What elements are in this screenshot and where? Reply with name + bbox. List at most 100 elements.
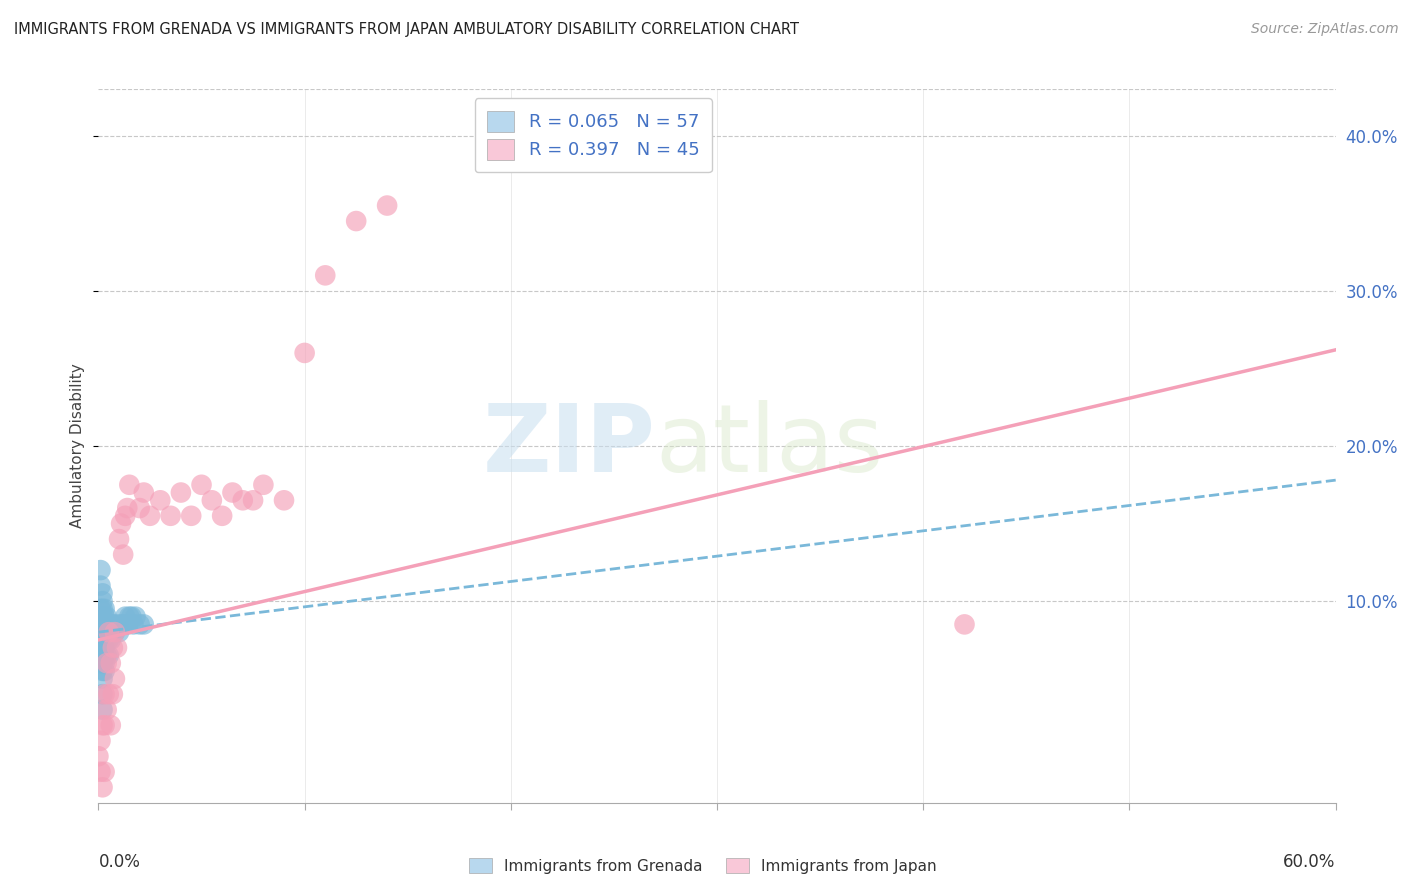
Point: [93, 648, 115, 663]
Point: [97, 625, 120, 640]
Text: 60.0%: 60.0%: [1284, 853, 1336, 871]
Point: [96, 632, 118, 647]
Point: [159, 508, 181, 523]
Point: [97, 632, 120, 647]
Point: [89, 563, 111, 577]
Point: [114, 508, 136, 523]
Point: [91, 586, 114, 600]
Point: [96, 625, 118, 640]
Point: [105, 617, 128, 632]
Point: [104, 672, 127, 686]
Point: [201, 493, 224, 508]
Point: [89, 764, 111, 779]
Point: [375, 198, 398, 212]
Point: [91, 703, 114, 717]
Point: [89, 648, 111, 663]
Point: [149, 493, 172, 508]
Point: [89, 602, 111, 616]
Point: [101, 687, 124, 701]
Point: [242, 493, 264, 508]
Point: [89, 609, 111, 624]
Text: ZIP: ZIP: [482, 400, 655, 492]
Point: [114, 609, 136, 624]
Point: [96, 656, 118, 670]
Point: [117, 617, 139, 632]
Point: [93, 609, 115, 624]
Point: [97, 687, 120, 701]
Point: [108, 532, 131, 546]
Text: IMMIGRANTS FROM GRENADA VS IMMIGRANTS FROM JAPAN AMBULATORY DISABILITY CORRELATI: IMMIGRANTS FROM GRENADA VS IMMIGRANTS FR…: [14, 22, 799, 37]
Point: [91, 656, 114, 670]
Point: [110, 617, 132, 632]
Point: [87, 656, 110, 670]
Point: [93, 687, 115, 701]
Point: [93, 718, 115, 732]
Point: [104, 625, 127, 640]
Point: [91, 648, 114, 663]
Point: [104, 625, 127, 640]
Text: atlas: atlas: [655, 400, 883, 492]
Point: [101, 640, 124, 655]
Point: [91, 625, 114, 640]
Point: [273, 493, 295, 508]
Point: [112, 548, 135, 562]
Point: [112, 617, 135, 632]
Point: [100, 617, 122, 632]
Point: [180, 508, 202, 523]
Point: [232, 493, 254, 508]
Point: [93, 640, 115, 655]
Point: [96, 609, 118, 624]
Y-axis label: Ambulatory Disability: Ambulatory Disability: [70, 364, 86, 528]
Point: [118, 609, 141, 624]
Point: [93, 656, 115, 670]
Point: [91, 780, 114, 795]
Point: [344, 214, 367, 228]
Point: [89, 625, 111, 640]
Point: [97, 625, 120, 640]
Point: [97, 648, 120, 663]
Point: [117, 501, 139, 516]
Point: [89, 579, 111, 593]
Point: [93, 632, 115, 647]
Point: [190, 477, 212, 491]
Point: [93, 764, 115, 779]
Point: [91, 594, 114, 608]
Point: [87, 640, 110, 655]
Point: [132, 485, 155, 500]
Point: [91, 602, 114, 616]
Point: [91, 617, 114, 632]
Point: [101, 617, 124, 632]
Point: [96, 703, 118, 717]
Point: [105, 640, 128, 655]
Point: [120, 609, 142, 624]
Point: [314, 268, 336, 283]
Point: [93, 664, 115, 678]
Point: [110, 516, 132, 531]
Point: [93, 625, 115, 640]
Point: [211, 508, 233, 523]
Point: [96, 648, 118, 663]
Point: [100, 656, 122, 670]
Text: 0.0%: 0.0%: [98, 853, 141, 871]
Text: Source: ZipAtlas.com: Source: ZipAtlas.com: [1251, 22, 1399, 37]
Point: [91, 672, 114, 686]
Point: [294, 346, 316, 360]
Point: [953, 617, 976, 632]
Point: [139, 508, 162, 523]
Legend: R = 0.065   N = 57, R = 0.397   N = 45: R = 0.065 N = 57, R = 0.397 N = 45: [475, 98, 711, 172]
Point: [122, 617, 145, 632]
Point: [91, 664, 114, 678]
Point: [91, 609, 114, 624]
Point: [89, 733, 111, 747]
Point: [170, 485, 193, 500]
Point: [97, 617, 120, 632]
Point: [93, 617, 115, 632]
Point: [252, 477, 274, 491]
Point: [96, 617, 118, 632]
Point: [100, 718, 122, 732]
Point: [128, 501, 150, 516]
Point: [132, 617, 155, 632]
Point: [128, 617, 150, 632]
Point: [124, 609, 146, 624]
Point: [91, 632, 114, 647]
